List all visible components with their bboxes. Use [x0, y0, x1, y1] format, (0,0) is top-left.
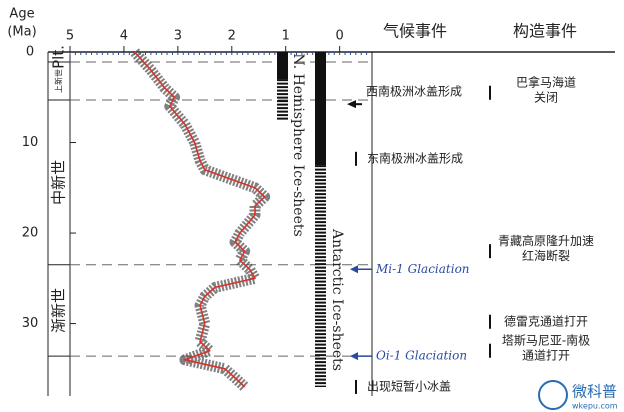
event-label: 青藏高原隆升加速	[498, 233, 594, 248]
ice-label: N. Hemisphere Ice-sheets	[290, 53, 306, 236]
data-scatter	[130, 48, 271, 391]
event-label: 塔斯马尼亚-南极	[502, 333, 590, 348]
event-label: 巴拿马海道	[516, 75, 576, 90]
epoch-label: 渐新世	[50, 288, 68, 333]
y-tick-label: 10	[22, 135, 39, 150]
arrow-head	[347, 100, 356, 109]
watermark: 微科普	[572, 383, 617, 401]
event-label: 通道打开	[522, 349, 570, 363]
y-tick-label: 20	[22, 226, 39, 241]
arrow-head	[350, 352, 358, 361]
event-label: 红海断裂	[522, 248, 570, 263]
tectonic-header: 构造事件	[513, 22, 577, 41]
event-label: Mi-1 Glaciation	[375, 262, 470, 276]
event-label: 西南极洲冰盖形成	[366, 84, 462, 99]
event-label: 东南极洲冰盖形成	[367, 150, 463, 165]
x-tick-label: 1	[282, 29, 290, 44]
epoch-label: 上新世	[54, 69, 64, 93]
y-label: Age	[9, 7, 34, 22]
event-label: 出现短暂小冰盖	[367, 379, 451, 393]
x-tick-label: 5	[66, 29, 74, 44]
x-tick-label: 0	[336, 29, 344, 44]
x-tick-label: 4	[120, 29, 128, 44]
ice-label: Antarctic Ice-sheets	[329, 228, 345, 371]
event-label: 德雷克通道打开	[504, 313, 588, 328]
x-tick-label: 3	[174, 29, 182, 44]
y-label: (Ma)	[7, 25, 36, 40]
ice-solid	[315, 52, 326, 166]
y-tick-label: 30	[22, 316, 39, 331]
data-line	[134, 51, 266, 388]
x-tick-label: 2	[228, 29, 236, 44]
arrow-head	[350, 265, 358, 274]
event-label: Oi-1 Glaciation	[376, 349, 467, 363]
epoch-label: 中新世	[50, 160, 68, 205]
watermark: wkepu.com	[572, 402, 618, 411]
logo	[538, 380, 568, 410]
ice-solid	[277, 52, 288, 80]
event-label: 关闭	[534, 91, 558, 105]
y-tick-label: 0	[26, 45, 34, 60]
epoch-label: Plt.	[50, 45, 68, 69]
climate-header: 气候事件	[383, 22, 447, 41]
